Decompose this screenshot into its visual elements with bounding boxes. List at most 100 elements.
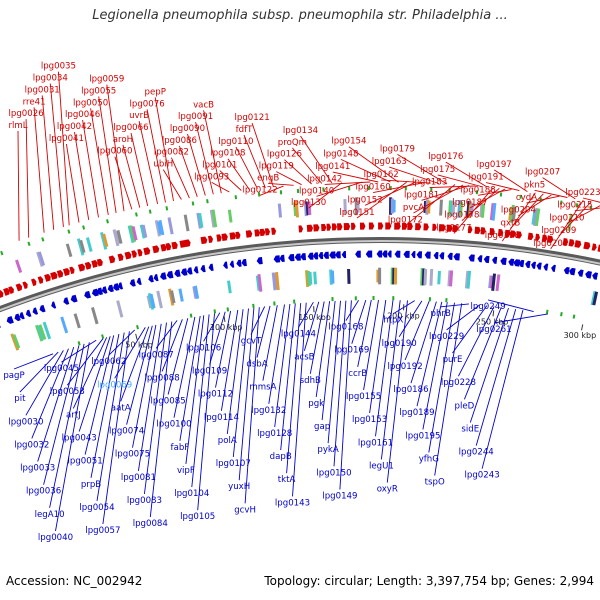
reverse-gene-label: legU1: [369, 461, 394, 471]
forward-label-leader: [284, 159, 312, 185]
forward-label-leader: [203, 110, 222, 194]
forward-label-leader: [187, 133, 206, 196]
reverse-gene-label: acsB: [294, 353, 314, 363]
inner-feature-block: [466, 270, 472, 289]
reverse-gene-arrow: [63, 297, 70, 305]
reverse-gene-arrow: [416, 251, 423, 259]
forward-gene-label: fdfT: [236, 125, 254, 135]
forward-label-leader: [316, 181, 363, 197]
outer-marker: [27, 241, 31, 247]
forward-label-leader: [49, 83, 64, 227]
reverse-gene-arrow: [208, 263, 214, 271]
forward-label-leader: [550, 200, 584, 250]
outer-feature-block: [356, 199, 360, 213]
forward-label-leader: [510, 193, 544, 229]
reverse-gene-arrow: [129, 279, 136, 287]
reverse-gene-arrow: [329, 251, 336, 259]
reverse-gene-arrow: [241, 258, 247, 267]
backbone-ring: [0, 237, 600, 313]
forward-gene-label: proQm: [278, 138, 307, 148]
forward-label-leader: [566, 205, 600, 224]
forward-label-leader: [526, 195, 560, 204]
forward-gene-arrow: [216, 234, 222, 242]
inner-marker: [136, 325, 139, 330]
reverse-gene-arrow: [113, 283, 120, 291]
inner-feature-block: [12, 334, 21, 349]
reverse-gene-arrow: [468, 254, 475, 262]
reverse-label-leader: [155, 320, 178, 349]
reverse-gene-arrow: [223, 261, 228, 269]
reverse-gene-arrow: [229, 260, 235, 268]
inner-marker: [445, 298, 448, 303]
outer-feature-block: [198, 213, 204, 229]
inner-marker: [392, 296, 395, 301]
forward-gene-arrow: [108, 255, 116, 264]
reverse-label-leader: [475, 308, 517, 446]
reverse-gene-label: pagP: [3, 371, 24, 381]
forward-label-leader: [57, 71, 70, 226]
reverse-gene-arrow: [91, 288, 99, 297]
reverse-gene-label: lpg0149: [322, 492, 357, 502]
reverse-label-leader: [37, 346, 75, 462]
reverse-gene-label: lpg0161: [358, 438, 393, 448]
forward-label-leader: [138, 121, 159, 204]
forward-gene-arrow: [62, 267, 70, 276]
reverse-gene-label: legA10: [35, 510, 65, 520]
outer-marker: [148, 209, 152, 214]
reverse-gene-arrow: [256, 257, 263, 265]
outer-marker: [575, 203, 579, 208]
reverse-gene-arrow: [39, 304, 46, 313]
forward-gene-label: lpg0209: [541, 226, 576, 236]
forward-label-leader: [340, 158, 391, 183]
outer-marker: [430, 187, 433, 192]
forward-label-leader: [25, 119, 30, 238]
forward-label-leader: [381, 179, 431, 184]
reverse-gene-arrow: [500, 257, 507, 265]
forward-gene-arrow: [401, 222, 408, 230]
reverse-gene-label: lpg0243: [465, 471, 500, 481]
reverse-gene-arrow: [200, 264, 206, 273]
reverse-gene-label: lpg0112: [198, 390, 233, 400]
forward-gene-label: lpg0176: [428, 152, 463, 162]
outer-feature-block: [491, 202, 497, 221]
reverse-label-leader: [393, 300, 415, 315]
inner-marker: [189, 313, 193, 318]
outer-marker: [279, 190, 283, 195]
forward-gene-label: lpg0154: [331, 137, 366, 147]
reverse-gene-label: lpg0169: [334, 346, 369, 356]
reverse-label-leader: [416, 301, 443, 407]
reverse-label-leader: [327, 300, 341, 444]
forward-gene-arrow: [44, 273, 51, 282]
forward-gene-arrow: [385, 222, 392, 230]
forward-gene-label: lpg0130: [291, 198, 326, 208]
inner-feature-block: [73, 313, 81, 329]
forward-gene-label: lpg0178: [444, 211, 479, 221]
forward-gene-arrow: [378, 222, 384, 230]
forward-label-leader: [300, 135, 333, 184]
reverse-label-leader: [90, 333, 120, 478]
outer-marker: [322, 187, 325, 192]
reverse-gene-arrow: [477, 255, 483, 263]
reverse-gene-label: lpg0106: [186, 343, 221, 353]
reverse-gene-label: phrB: [431, 309, 451, 319]
inner-feature-block: [149, 293, 156, 309]
outer-feature-block: [183, 214, 190, 232]
inner-feature-block: [156, 290, 163, 309]
reverse-gene-label: lpg0062: [91, 357, 126, 367]
forward-gene-label: engB: [257, 173, 279, 183]
forward-gene-label: qxtB: [500, 218, 520, 228]
forward-label-leader: [421, 185, 470, 201]
outer-marker: [257, 192, 261, 197]
forward-gene-arrow: [245, 230, 253, 238]
reverse-gene-label: lpg0033: [20, 464, 55, 474]
inner-feature-block: [330, 270, 335, 284]
inner-feature-block: [495, 274, 501, 292]
forward-label-leader: [259, 185, 284, 196]
reverse-label-leader: [19, 351, 59, 393]
reverse-gene-arrow: [382, 250, 388, 258]
reverse-gene-label: lpg0143: [275, 498, 310, 508]
scale-tick-mark: [135, 333, 138, 340]
forward-gene-label: aroH: [113, 135, 133, 145]
